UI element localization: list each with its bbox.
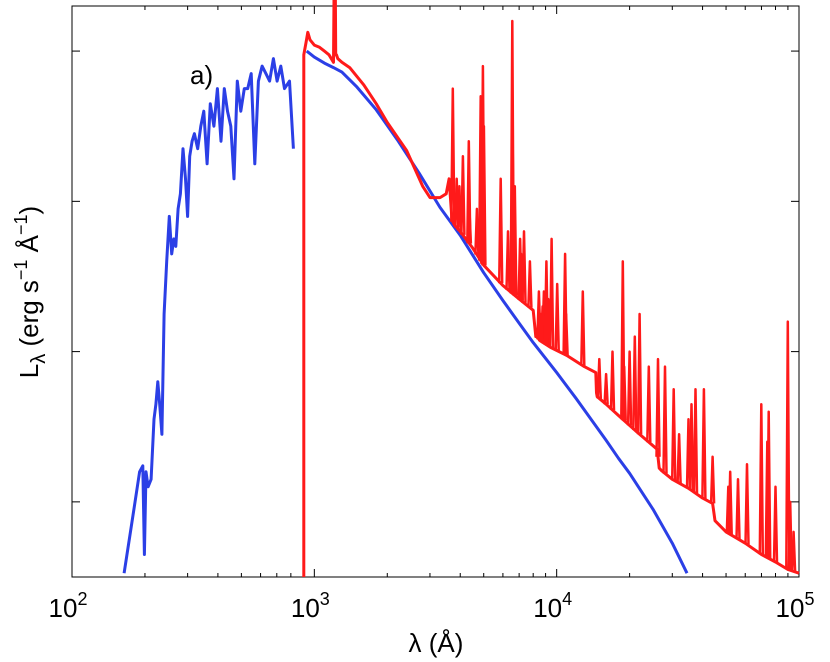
x-tick-base: 10 (49, 593, 78, 623)
panel-label: a) (190, 60, 213, 90)
y-label-exp2: −1 (11, 214, 31, 235)
emission-line-38 (636, 312, 643, 435)
emission-line-35 (621, 365, 627, 421)
emission-line-58 (787, 500, 793, 571)
emission-line-33 (609, 350, 616, 411)
emission-line-50 (727, 470, 733, 535)
x-tick-base: 10 (291, 593, 320, 623)
emission-line-27 (554, 282, 560, 351)
emission-line-39 (646, 365, 652, 443)
emission-line-17 (521, 230, 527, 303)
emission-line-10 (497, 177, 504, 284)
emission-line-51 (735, 478, 741, 539)
emission-line-26 (548, 237, 555, 349)
x-tick-label-2: 104 (533, 589, 572, 623)
emission-line-32 (603, 372, 609, 405)
y-label-subscript: λ (28, 354, 50, 364)
emission-line-29 (563, 312, 569, 356)
emission-line-2 (456, 185, 463, 231)
y-axis-label: Lλ (erg s−1 Å−1) (11, 206, 50, 378)
emission-line-47 (701, 387, 707, 499)
x-tick-base: 10 (533, 593, 562, 623)
y-label-close: ) (14, 206, 44, 215)
x-tick-labels: 102 103 104 105 (49, 589, 815, 623)
emission-line-57 (785, 320, 791, 570)
emission-line-9 (481, 124, 487, 266)
x-tick-base: 10 (776, 593, 805, 623)
x-tick-label-3: 105 (776, 589, 815, 623)
emission-line-46 (692, 387, 699, 494)
emission-line-18 (527, 260, 533, 308)
x-tick-label-0: 102 (49, 589, 88, 623)
emission-line-36 (626, 350, 633, 426)
emission-line-6 (474, 207, 480, 255)
emission-line-59 (790, 530, 797, 572)
x-tick-exp: 4 (562, 589, 572, 609)
emission-line-43 (676, 433, 682, 484)
emission-line-11 (505, 230, 511, 290)
emission-line-5 (466, 207, 473, 244)
emission-line-45 (688, 402, 695, 491)
emission-line-53 (758, 402, 765, 555)
y-label-units-open: (erg s (14, 280, 44, 354)
emission-line-56 (772, 485, 779, 563)
x-tick-label-1: 103 (291, 589, 330, 623)
emission-line-14 (512, 185, 518, 296)
emission-line-3 (460, 155, 466, 235)
x-tick-exp: 2 (77, 589, 87, 609)
emission-line-42 (670, 387, 677, 481)
y-label-mid: Å (14, 234, 44, 259)
emission-line-40 (655, 357, 661, 457)
emission-line-37 (632, 335, 638, 430)
emission-line-55 (765, 410, 772, 559)
emission-line-0 (450, 87, 456, 222)
emission-line-52 (744, 463, 750, 545)
y-label-exp1: −1 (11, 260, 31, 281)
x-tick-exp: 3 (320, 589, 330, 609)
emission-line-41 (662, 365, 668, 474)
series-line-0 (122, 57, 295, 574)
emission-line-30 (580, 290, 586, 366)
y-label-base: L (14, 364, 44, 378)
x-axis-label: λ (Å) (409, 628, 464, 658)
emission-lines-layer (450, 19, 797, 572)
plot-frame (71, 5, 800, 578)
series-line-1 (305, 49, 689, 574)
emission-line-31 (596, 357, 603, 399)
x-tick-exp: 5 (804, 589, 814, 609)
emission-line-48 (709, 455, 716, 504)
axis-ticks (71, 6, 800, 577)
